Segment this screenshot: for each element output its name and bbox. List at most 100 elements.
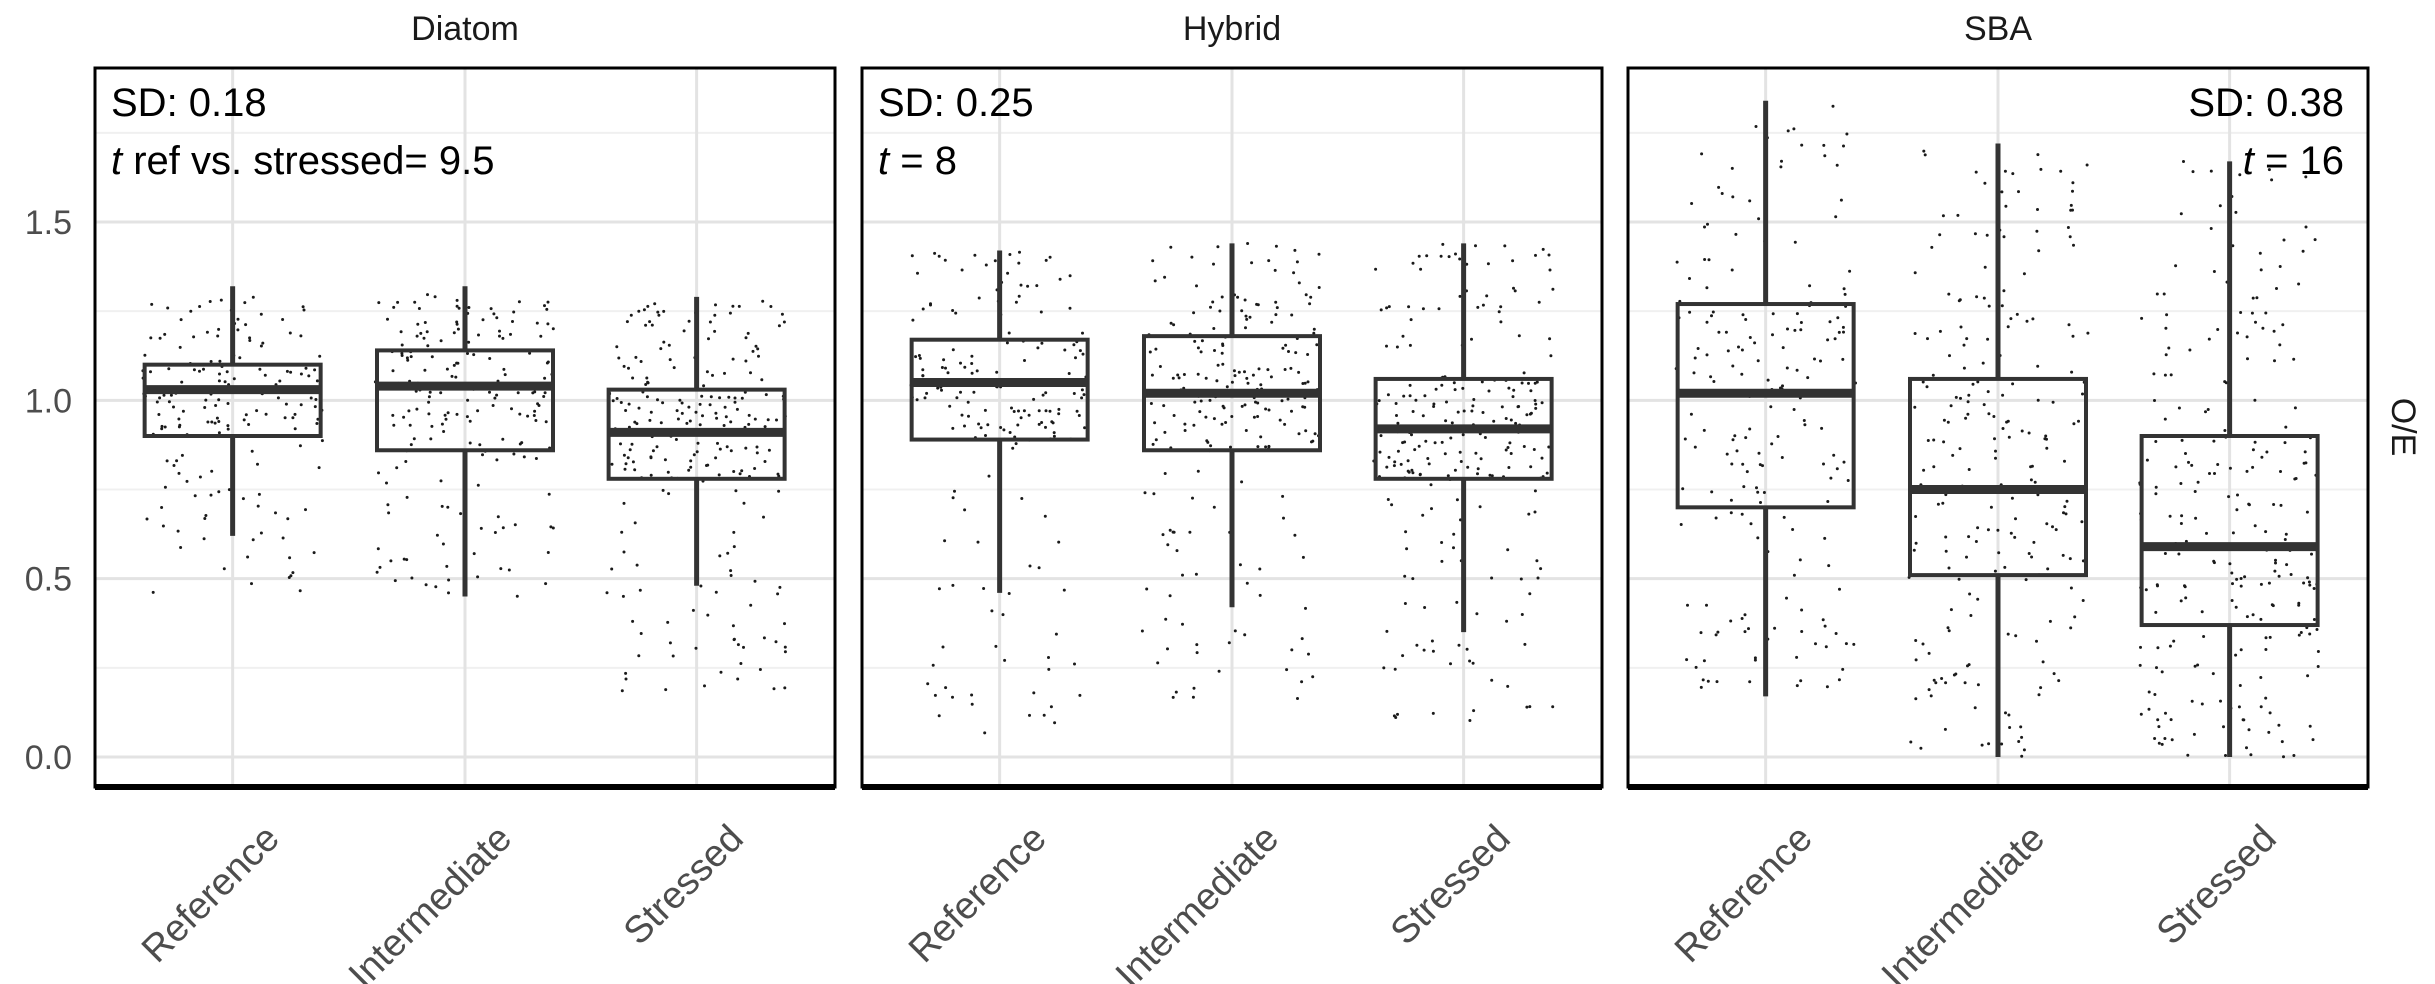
data-point bbox=[944, 366, 947, 370]
data-point bbox=[2278, 265, 2282, 268]
data-point bbox=[948, 404, 952, 408]
data-point bbox=[2218, 204, 2222, 208]
data-point bbox=[2036, 364, 2040, 368]
data-point bbox=[1406, 459, 1410, 463]
data-point bbox=[1407, 305, 1411, 309]
data-point bbox=[169, 393, 173, 397]
data-point bbox=[1926, 337, 1929, 341]
data-point bbox=[1973, 706, 1977, 710]
data-point bbox=[1525, 705, 1529, 709]
data-point bbox=[2212, 270, 2216, 273]
data-point bbox=[1301, 555, 1305, 559]
data-point bbox=[2304, 225, 2308, 229]
data-point bbox=[1474, 244, 1477, 248]
data-point bbox=[2277, 574, 2281, 578]
data-point bbox=[722, 424, 726, 427]
data-point bbox=[551, 526, 555, 530]
data-point bbox=[714, 590, 718, 594]
data-point bbox=[1814, 642, 1817, 646]
data-point bbox=[1393, 460, 1397, 464]
data-point bbox=[544, 582, 548, 586]
data-point bbox=[246, 555, 250, 559]
data-point bbox=[764, 393, 768, 397]
data-point bbox=[1169, 245, 1173, 249]
data-point bbox=[1406, 469, 1410, 473]
data-point bbox=[1245, 376, 1249, 380]
data-point bbox=[2179, 482, 2183, 485]
data-point bbox=[1166, 647, 1169, 651]
data-point bbox=[476, 483, 480, 487]
data-point bbox=[179, 318, 183, 322]
data-point bbox=[2062, 511, 2065, 515]
data-point bbox=[1823, 154, 1827, 158]
data-point bbox=[990, 609, 994, 613]
data-point bbox=[953, 489, 956, 493]
data-point bbox=[642, 308, 646, 312]
data-point bbox=[526, 414, 530, 418]
data-point bbox=[2239, 648, 2243, 652]
data-point bbox=[1431, 649, 1435, 653]
data-point bbox=[1028, 713, 1031, 717]
data-point bbox=[1771, 312, 1775, 316]
data-point bbox=[1729, 498, 1733, 502]
data-point bbox=[1140, 629, 1144, 633]
data-point bbox=[1014, 442, 1018, 446]
data-point bbox=[1258, 593, 1262, 597]
data-point bbox=[2227, 495, 2231, 499]
data-point bbox=[522, 455, 526, 459]
data-point bbox=[217, 398, 221, 402]
data-point bbox=[1312, 327, 1316, 331]
data-point bbox=[705, 464, 708, 467]
data-point bbox=[1993, 437, 1996, 441]
data-point bbox=[713, 329, 717, 333]
data-point bbox=[1382, 666, 1386, 670]
data-point bbox=[1427, 462, 1431, 466]
data-point bbox=[2162, 292, 2166, 296]
data-point bbox=[963, 424, 966, 428]
data-point bbox=[1309, 295, 1313, 299]
data-point bbox=[1762, 491, 1766, 494]
data-point bbox=[1149, 402, 1153, 405]
data-point bbox=[1703, 258, 1707, 261]
y-tick-label: 0.0 bbox=[25, 739, 72, 777]
data-point bbox=[986, 423, 990, 427]
data-point bbox=[2011, 172, 2015, 176]
panel-title: Diatom bbox=[411, 10, 519, 48]
data-point bbox=[299, 403, 303, 407]
data-point bbox=[1512, 286, 1515, 290]
data-point bbox=[661, 401, 665, 405]
data-point bbox=[202, 537, 206, 541]
data-point bbox=[1048, 255, 1052, 259]
data-point bbox=[433, 295, 437, 299]
data-point bbox=[423, 368, 427, 372]
data-point bbox=[1832, 453, 1836, 457]
data-point bbox=[757, 354, 760, 358]
data-point bbox=[717, 473, 721, 477]
data-point bbox=[1452, 546, 1455, 550]
data-point bbox=[1166, 543, 1170, 547]
data-point bbox=[1393, 667, 1397, 671]
data-point bbox=[439, 339, 443, 343]
data-point bbox=[2253, 440, 2257, 444]
data-point bbox=[680, 401, 684, 405]
data-point bbox=[2153, 399, 2156, 402]
data-point bbox=[714, 456, 718, 460]
y-tick-label: 1.0 bbox=[25, 382, 72, 420]
data-point bbox=[501, 526, 505, 530]
data-point bbox=[2264, 311, 2268, 315]
data-point bbox=[1959, 396, 1962, 400]
data-point bbox=[921, 374, 925, 378]
data-point bbox=[2223, 429, 2227, 432]
data-point bbox=[1385, 344, 1388, 348]
data-point bbox=[284, 402, 288, 406]
data-point bbox=[1293, 248, 1297, 252]
data-point bbox=[1490, 576, 1494, 580]
data-point bbox=[639, 632, 643, 635]
data-point bbox=[1693, 445, 1697, 449]
data-point bbox=[718, 396, 722, 400]
data-point bbox=[1934, 681, 1938, 685]
data-point bbox=[649, 410, 653, 414]
data-point bbox=[1824, 645, 1828, 649]
data-point bbox=[259, 312, 263, 316]
data-point bbox=[1527, 381, 1530, 385]
